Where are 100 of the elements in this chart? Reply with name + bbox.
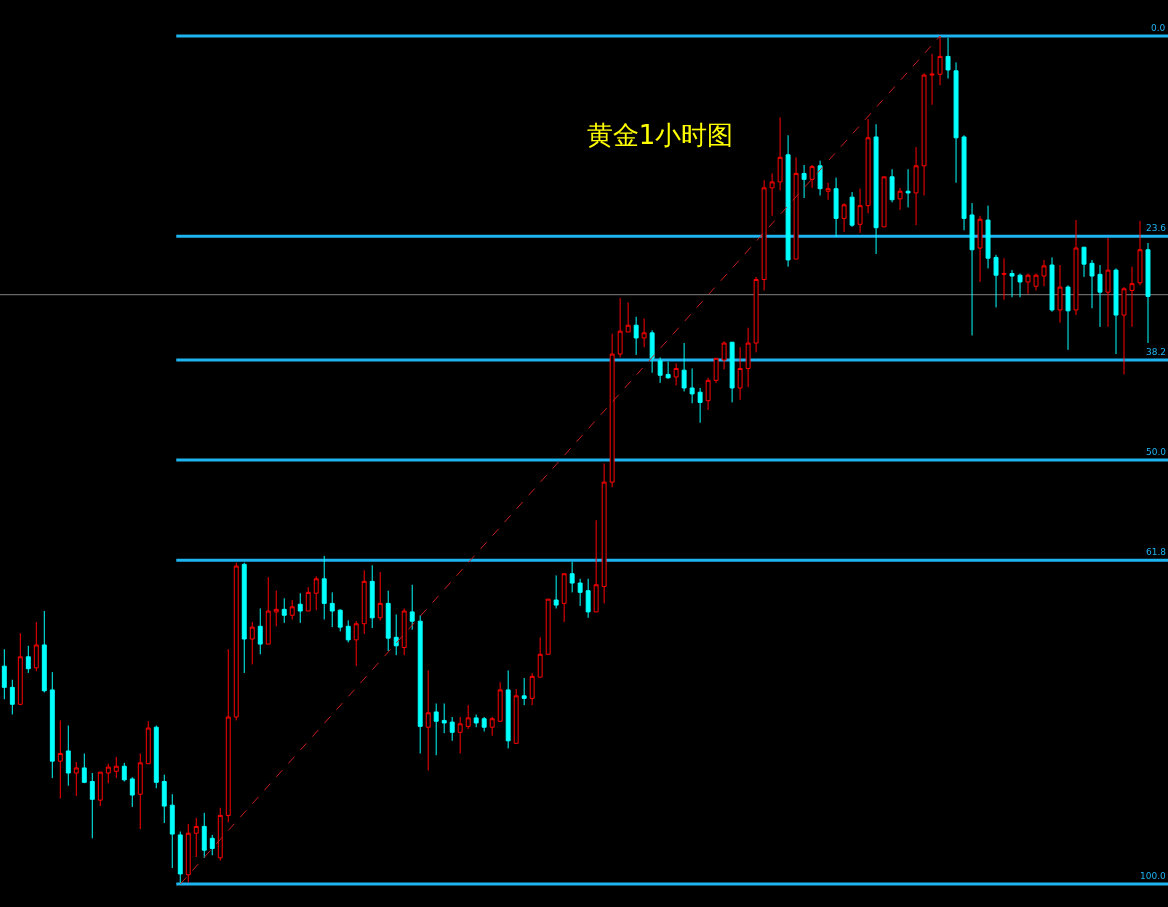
candlestick	[721, 340, 727, 370]
candlestick	[225, 648, 231, 823]
annotation: 23.6	[1146, 223, 1167, 233]
candlestick	[769, 172, 775, 217]
candlestick	[489, 716, 495, 737]
candlestick	[449, 716, 455, 742]
candlestick	[825, 182, 831, 201]
candlestick	[249, 621, 255, 665]
candlestick	[465, 704, 471, 730]
candlestick	[457, 716, 463, 754]
candlestick	[553, 574, 559, 609]
candlestick	[929, 53, 935, 106]
candlestick	[65, 725, 71, 787]
candlestick	[897, 187, 903, 211]
candlestick	[1145, 242, 1151, 344]
candlestick	[1121, 286, 1127, 375]
candlestick	[473, 713, 479, 728]
candlestick	[497, 681, 503, 722]
candlestick	[633, 316, 639, 356]
candlestick	[17, 632, 23, 706]
candlestick	[1009, 269, 1015, 298]
candlestick	[105, 763, 111, 784]
candlestick	[1105, 237, 1111, 328]
candlestick	[417, 614, 423, 754]
candlestick	[1025, 273, 1031, 295]
candlestick	[1041, 259, 1047, 287]
annotation: 38.2	[1146, 347, 1167, 357]
annotation: 50.0	[1146, 447, 1167, 457]
candlestick	[697, 387, 703, 424]
candlestick	[409, 584, 415, 631]
candlestick	[1073, 219, 1079, 316]
candlestick	[433, 702, 439, 756]
candlestick	[505, 669, 511, 749]
candlestick	[761, 179, 767, 291]
candlestick	[1097, 264, 1103, 328]
candlestick	[577, 578, 583, 607]
candlestick	[481, 716, 487, 732]
candlestick	[425, 669, 431, 771]
candlestick	[705, 377, 711, 411]
candlestick	[737, 346, 743, 401]
candlestick	[57, 719, 63, 799]
candlestick	[401, 607, 407, 656]
candlestick	[609, 333, 615, 488]
candlestick	[1113, 267, 1119, 355]
candlestick	[49, 671, 55, 779]
candlestick	[329, 591, 335, 628]
candlestick	[969, 202, 975, 336]
candlestick	[873, 123, 879, 255]
candlestick	[641, 317, 647, 348]
candlestick	[937, 35, 943, 86]
candlestick	[321, 555, 327, 621]
candlestick	[713, 357, 719, 384]
candlestick	[1137, 220, 1143, 286]
candlestick	[297, 592, 303, 624]
candlestick	[865, 118, 871, 214]
annotation: 100.0	[1140, 871, 1167, 881]
candlestick	[729, 341, 735, 403]
candlestick	[585, 578, 591, 619]
candlestick	[993, 254, 999, 308]
candlestick	[905, 168, 911, 208]
candlestick	[801, 164, 807, 199]
candlestick	[33, 621, 39, 672]
candlestick	[681, 342, 687, 392]
candlestick	[169, 793, 175, 869]
candlestick	[1017, 273, 1023, 298]
candlestick	[977, 215, 983, 283]
candlestick	[161, 774, 167, 824]
candlestick	[1089, 259, 1095, 309]
candlestick	[913, 146, 919, 226]
candlestick	[961, 134, 967, 231]
text: 黄金1小时图	[586, 120, 734, 151]
candlestick	[673, 362, 679, 386]
candlestick	[985, 205, 991, 269]
candlestick	[217, 807, 223, 861]
candlestick	[833, 177, 839, 238]
candlestick	[545, 598, 551, 655]
candlestick	[137, 753, 143, 830]
candlestick	[273, 590, 279, 627]
candlestick	[521, 677, 527, 706]
candlestick	[185, 823, 191, 883]
candlestick	[921, 72, 927, 196]
candlestick	[153, 725, 159, 789]
candlestick	[265, 576, 271, 645]
candlestick	[593, 519, 599, 613]
candlestick	[625, 301, 631, 333]
candlestick	[201, 812, 207, 859]
candlestick	[353, 620, 359, 667]
candlestick	[689, 367, 695, 404]
candlestick	[377, 571, 383, 621]
candlestick	[193, 817, 199, 858]
candlestick	[393, 613, 399, 656]
annotation: 61.8	[1146, 547, 1167, 557]
candlestick	[97, 771, 103, 807]
candlestick	[857, 188, 863, 234]
candlestick	[753, 276, 759, 353]
candlestick	[569, 561, 575, 593]
candlestick	[289, 599, 295, 621]
candlestick	[1033, 273, 1039, 291]
candlestick	[657, 356, 663, 384]
candlestick	[1057, 264, 1063, 324]
